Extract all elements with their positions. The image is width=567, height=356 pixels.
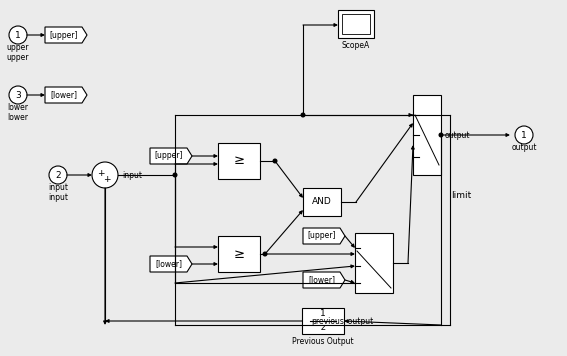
- Text: [upper]: [upper]: [154, 152, 183, 161]
- Circle shape: [263, 252, 267, 256]
- Text: output: output: [511, 142, 537, 152]
- Text: 3: 3: [15, 90, 21, 99]
- Bar: [355, 233, 393, 293]
- Bar: [218, 143, 260, 179]
- Bar: [302, 308, 344, 334]
- Polygon shape: [303, 272, 345, 288]
- Text: upper: upper: [7, 52, 29, 62]
- Bar: [338, 10, 374, 38]
- Text: z: z: [320, 324, 325, 333]
- Text: +: +: [103, 176, 111, 184]
- Text: ≥: ≥: [234, 247, 244, 261]
- Text: 1: 1: [521, 131, 527, 140]
- Circle shape: [173, 173, 177, 177]
- Text: [upper]: [upper]: [49, 31, 78, 40]
- Text: input: input: [48, 183, 68, 192]
- Polygon shape: [45, 27, 87, 43]
- Text: input: input: [122, 171, 142, 179]
- Text: previous_output: previous_output: [312, 316, 374, 325]
- Text: 2: 2: [55, 171, 61, 179]
- Polygon shape: [150, 256, 192, 272]
- Circle shape: [515, 126, 533, 144]
- Circle shape: [9, 26, 27, 44]
- Text: 1: 1: [320, 309, 326, 319]
- Text: [lower]: [lower]: [155, 260, 182, 268]
- Text: upper: upper: [7, 42, 29, 52]
- Polygon shape: [150, 148, 192, 164]
- Polygon shape: [303, 228, 345, 244]
- Text: Previous Output: Previous Output: [292, 337, 354, 346]
- Bar: [342, 14, 370, 34]
- Bar: [218, 236, 260, 272]
- Circle shape: [92, 162, 118, 188]
- Text: AND: AND: [312, 198, 332, 206]
- Bar: [413, 95, 441, 175]
- Text: [upper]: [upper]: [307, 231, 336, 241]
- Bar: [303, 188, 341, 216]
- Text: ScopeA: ScopeA: [342, 42, 370, 51]
- Circle shape: [273, 159, 277, 163]
- Polygon shape: [45, 87, 87, 103]
- Text: [lower]: [lower]: [50, 90, 77, 99]
- Text: limit: limit: [451, 190, 471, 199]
- Text: +: +: [98, 168, 105, 178]
- Circle shape: [49, 166, 67, 184]
- Circle shape: [301, 113, 305, 117]
- Text: lower: lower: [7, 103, 28, 111]
- Text: lower: lower: [7, 112, 28, 121]
- Text: input: input: [48, 193, 68, 201]
- Text: 1: 1: [15, 31, 21, 40]
- Circle shape: [9, 86, 27, 104]
- Text: ≥: ≥: [234, 155, 244, 168]
- Text: [lower]: [lower]: [308, 276, 335, 284]
- Circle shape: [439, 133, 443, 137]
- Text: output: output: [445, 131, 471, 140]
